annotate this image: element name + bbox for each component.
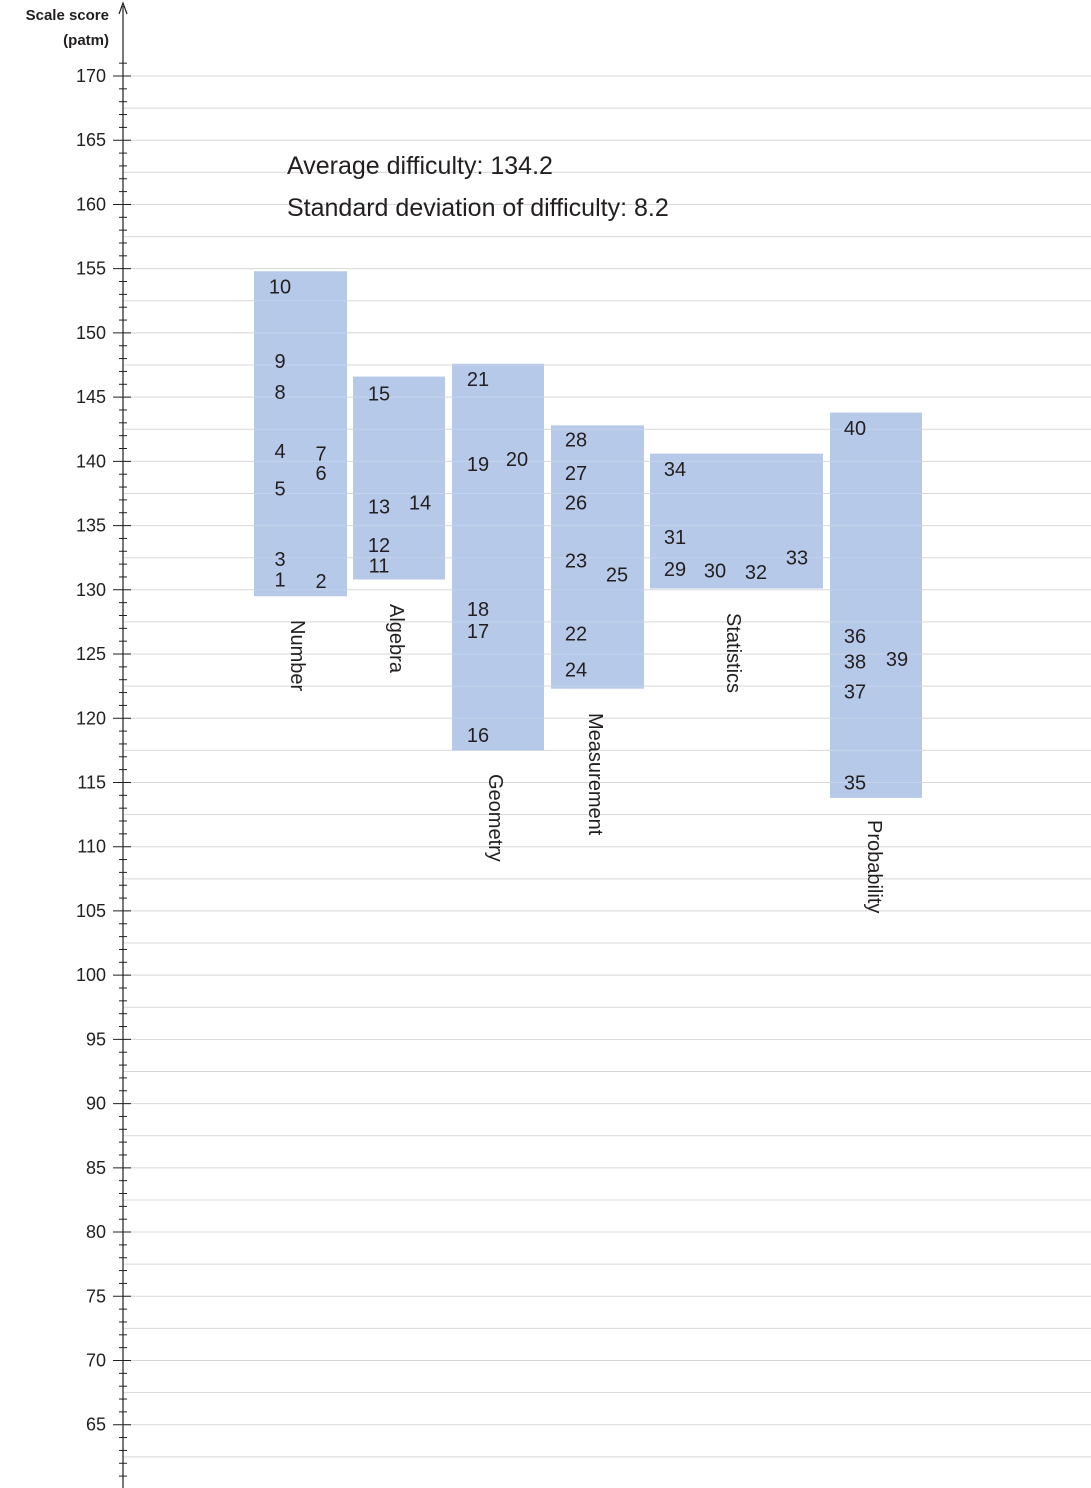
item-label: 12 <box>368 535 390 557</box>
item-label: 29 <box>664 559 686 581</box>
item-label: 23 <box>565 550 587 572</box>
y-axis-title-line1: Scale score <box>26 7 109 24</box>
item-label: 36 <box>844 626 866 648</box>
item-label: 8 <box>274 382 285 404</box>
y-tick-label: 125 <box>76 644 106 664</box>
item-label: 28 <box>565 430 587 452</box>
average-difficulty-note: Average difficulty: 134.2 <box>287 152 553 180</box>
y-tick-label: 70 <box>86 1351 106 1371</box>
band-number <box>254 271 347 597</box>
item-label: 6 <box>315 463 326 485</box>
item-label: 33 <box>786 548 808 570</box>
y-tick-label: 135 <box>76 516 106 536</box>
item-label: 7 <box>315 444 326 466</box>
strand-label-statistics: Statistics <box>722 613 744 693</box>
y-tick-label: 120 <box>76 708 106 728</box>
y-tick-label: 85 <box>86 1158 106 1178</box>
item-label: 30 <box>704 561 726 583</box>
item-label: 2 <box>315 571 326 593</box>
band-algebra <box>353 376 445 580</box>
item-label: 27 <box>565 463 587 485</box>
item-label: 35 <box>844 772 866 794</box>
y-tick-label: 155 <box>76 259 106 279</box>
item-label: 14 <box>409 492 431 514</box>
y-tick-label: 130 <box>76 580 106 600</box>
y-tick-label: 150 <box>76 323 106 343</box>
item-label: 4 <box>274 441 285 463</box>
y-tick-label: 145 <box>76 387 106 407</box>
y-tick-label: 80 <box>86 1222 106 1242</box>
y-axis-arrow <box>118 1 128 15</box>
item-label: 39 <box>886 649 908 671</box>
item-label: 38 <box>844 652 866 674</box>
band-probability <box>830 412 922 798</box>
strand-label-probability: Probability <box>863 820 885 913</box>
band-statistics <box>650 453 823 589</box>
item-label: 21 <box>467 369 489 391</box>
y-tick-label: 110 <box>77 837 106 857</box>
item-label: 9 <box>274 351 285 373</box>
item-label: 1 <box>274 570 285 592</box>
y-tick-label: 115 <box>77 772 106 792</box>
chart-header: Scale score (patm) Average difficulty: 1… <box>26 7 669 222</box>
std-deviation-note: Standard deviation of difficulty: 8.2 <box>287 194 669 222</box>
item-label: 18 <box>467 599 489 621</box>
item-label: 31 <box>664 527 686 549</box>
item-label: 24 <box>565 659 587 681</box>
item-label: 34 <box>664 459 686 481</box>
item-label: 3 <box>274 549 285 571</box>
y-tick-label: 95 <box>86 1029 106 1049</box>
item-label: 15 <box>368 383 390 405</box>
item-label: 10 <box>269 277 291 299</box>
y-tick-label: 165 <box>76 130 106 150</box>
band-grid <box>254 300 922 783</box>
y-tick-label: 75 <box>86 1286 106 1306</box>
band-measurement <box>551 425 644 689</box>
y-tick-label: 100 <box>76 965 106 985</box>
strand-label-algebra: Algebra <box>385 604 407 674</box>
item-label: 5 <box>274 478 285 500</box>
y-tick-label: 65 <box>86 1415 106 1435</box>
band-geometry <box>452 363 544 751</box>
strand-labels: Number Algebra Geometry Measurement Statisti… <box>286 604 885 913</box>
strand-label-number: Number <box>286 620 308 691</box>
strand-bands <box>254 271 922 798</box>
strand-label-geometry: Geometry <box>484 774 506 862</box>
item-label: 20 <box>506 449 528 471</box>
y-tick-label: 160 <box>76 194 106 214</box>
item-label: 17 <box>467 621 489 643</box>
y-axis: 65 70 75 80 85 90 95 100 105 110 115 120 125 130 135 14… <box>76 1 131 1488</box>
item-label: 19 <box>467 454 489 476</box>
y-axis-title-line2: (patm) <box>63 32 109 49</box>
y-tick-label: 90 <box>86 1094 106 1114</box>
item-label: 11 <box>369 555 390 577</box>
item-label: 32 <box>745 562 767 584</box>
strand-label-measurement: Measurement <box>584 713 606 836</box>
item-label: 22 <box>565 623 587 645</box>
item-label: 37 <box>844 681 866 703</box>
item-label: 25 <box>606 564 628 586</box>
item-label: 13 <box>368 496 390 518</box>
y-tick-label: 170 <box>76 66 106 86</box>
y-tick-label: 140 <box>76 451 106 471</box>
item-label: 26 <box>565 492 587 514</box>
item-label: 40 <box>844 418 866 440</box>
y-tick-label: 105 <box>76 901 106 921</box>
item-label: 16 <box>467 725 489 747</box>
